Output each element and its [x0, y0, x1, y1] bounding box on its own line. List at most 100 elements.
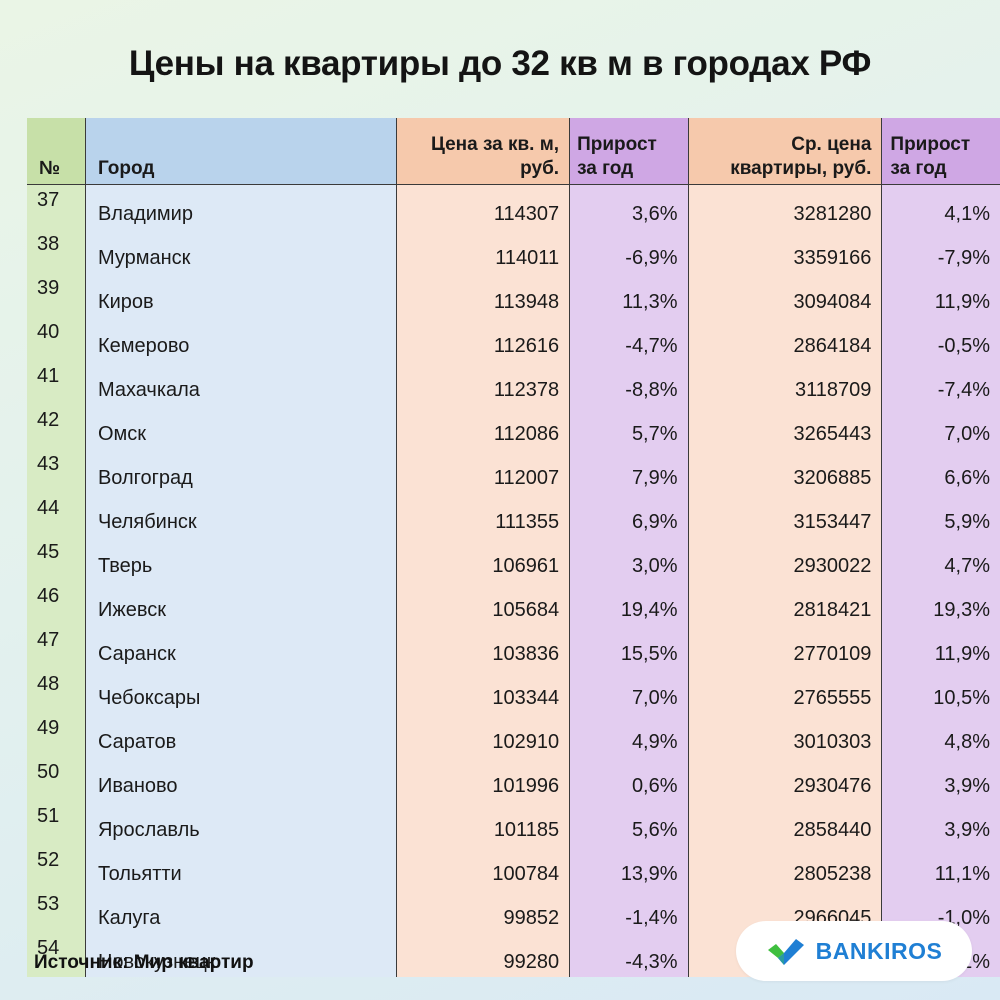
header-growth-price: Прирост за год [569, 118, 689, 185]
cell-avg-price: 3281280 [688, 184, 883, 229]
cell-avg-price: 2818421 [688, 581, 883, 625]
cell-price: 100784 [396, 845, 571, 889]
cell-avg-price: 2858440 [688, 801, 883, 845]
cell-growth-avg: 19,3% [881, 581, 1000, 625]
cell-avg-price: 3118709 [688, 361, 883, 405]
source-note: Источник: Мир квартир [34, 952, 254, 973]
cell-growth-price: 3,0% [569, 537, 689, 581]
logo-text: BANKIROS [815, 937, 943, 964]
cell-growth-price: -8,8% [569, 361, 689, 405]
cell-num: 48 [27, 669, 86, 713]
cell-city: Волгоград [85, 449, 397, 493]
cell-city: Тверь [85, 537, 397, 581]
cell-num: 51 [27, 801, 86, 845]
cell-growth-price: 13,9% [569, 845, 689, 889]
cell-price: 103836 [396, 625, 571, 669]
cell-num: 41 [27, 361, 86, 405]
cell-city: Иваново [85, 757, 397, 801]
cell-city: Ижевск [85, 581, 397, 625]
table-row: 49 Саратов 102910 4,9% 3010303 4,8% [27, 713, 1000, 757]
cell-growth-avg: 4,7% [881, 537, 1000, 581]
cell-price: 112378 [396, 361, 571, 405]
header-city: Город [85, 118, 397, 185]
cell-num: 50 [27, 757, 86, 801]
cell-num: 42 [27, 405, 86, 449]
cell-city: Новокузнецк [85, 933, 397, 977]
cell-avg-price: 2765555 [688, 669, 883, 713]
cell-growth-price: 4,9% [569, 713, 689, 757]
cell-city: Киров [85, 273, 397, 317]
header-avg-price: Ср. цена квартиры, руб. [688, 118, 883, 185]
cell-price: 103344 [396, 669, 571, 713]
cell-city: Челябинск [85, 493, 397, 537]
table-header-row: № Город Цена за кв. м, руб. Прирост за г… [27, 118, 1000, 185]
cell-growth-avg: 6,6% [881, 449, 1000, 493]
cell-city: Омск [85, 405, 397, 449]
cell-num: 45 [27, 537, 86, 581]
page-title: Цены на квартиры до 32 кв м в городах РФ [128, 44, 872, 83]
cell-growth-price: 0,6% [569, 757, 689, 801]
table-row: 40 Кемерово 112616 -4,7% 2864184 -0,5% [27, 317, 1000, 361]
cell-growth-price: -4,3% [569, 933, 689, 977]
header-growth1-line1: Прирост [577, 133, 657, 155]
cell-growth-price: 7,0% [569, 669, 689, 713]
cell-city: Саранск [85, 625, 397, 669]
table-row: 42 Омск 112086 5,7% 3265443 7,0% [27, 405, 1000, 449]
cell-growth-avg: 4,1% [881, 184, 1000, 229]
cell-growth-avg: 7,0% [881, 405, 1000, 449]
cell-num: 49 [27, 713, 86, 757]
cell-city: Тольятти [85, 845, 397, 889]
cell-price: 99852 [396, 889, 571, 933]
cell-city: Ярославль [85, 801, 397, 845]
header-price-line1: Цена за кв. м, [430, 133, 560, 155]
table-row: 50 Иваново 101996 0,6% 2930476 3,9% [27, 757, 1000, 801]
cell-city: Махачкала [85, 361, 397, 405]
cell-price: 102910 [396, 713, 571, 757]
table-row: 37 Владимир 114307 3,6% 3281280 4,1% [27, 184, 1000, 229]
header-growth-avg: Прирост за год [881, 118, 1000, 185]
cell-avg-price: 2930022 [688, 537, 883, 581]
cell-growth-avg: -7,4% [881, 361, 1000, 405]
cell-price: 112086 [396, 405, 571, 449]
table-row: 45 Тверь 106961 3,0% 2930022 4,7% [27, 537, 1000, 581]
table-row: 52 Тольятти 100784 13,9% 2805238 11,1% [27, 845, 1000, 889]
cell-growth-price: 7,9% [569, 449, 689, 493]
table-row: 47 Саранск 103836 15,5% 2770109 11,9% [27, 625, 1000, 669]
header-num: № [27, 118, 86, 185]
cell-avg-price: 3206885 [688, 449, 883, 493]
table-row: 39 Киров 113948 11,3% 3094084 11,9% [27, 273, 1000, 317]
cell-growth-avg: 3,9% [881, 801, 1000, 845]
cell-growth-avg: 4,8% [881, 713, 1000, 757]
cell-num: 53 [27, 889, 86, 933]
header-avg-line1: Ср. цена [791, 133, 872, 155]
cell-avg-price: 3265443 [688, 405, 883, 449]
cell-num: 52 [27, 845, 86, 889]
cell-growth-price: -4,7% [569, 317, 689, 361]
cell-price: 101185 [396, 801, 571, 845]
bankiros-logo: BANKIROS [736, 921, 972, 981]
table-row: 51 Ярославль 101185 5,6% 2858440 3,9% [27, 801, 1000, 845]
cell-growth-avg: -7,9% [881, 229, 1000, 273]
cell-city: Владимир [85, 184, 397, 229]
cell-avg-price: 2930476 [688, 757, 883, 801]
cell-price: 99280 [396, 933, 571, 977]
cell-growth-avg: 3,9% [881, 757, 1000, 801]
cell-avg-price: 2864184 [688, 317, 883, 361]
header-price-line2: руб. [520, 158, 560, 180]
cell-growth-avg: -0,5% [881, 317, 1000, 361]
cell-num: 46 [27, 581, 86, 625]
cell-avg-price: 3153447 [688, 493, 883, 537]
table-row: 44 Челябинск 111355 6,9% 3153447 5,9% [27, 493, 1000, 537]
table-row: 43 Волгоград 112007 7,9% 3206885 6,6% [27, 449, 1000, 493]
cell-price: 111355 [396, 493, 571, 537]
cell-growth-avg: 11,1% [881, 845, 1000, 889]
cell-avg-price: 2770109 [688, 625, 883, 669]
cell-growth-price: 5,7% [569, 405, 689, 449]
cell-growth-avg: 5,9% [881, 493, 1000, 537]
cell-price: 105684 [396, 581, 571, 625]
cell-num: 47 [27, 625, 86, 669]
table-row: 46 Ижевск 105684 19,4% 2818421 19,3% [27, 581, 1000, 625]
cell-city: Калуга [85, 889, 397, 933]
check-mark-icon [767, 939, 804, 965]
cell-growth-avg: 10,5% [881, 669, 1000, 713]
